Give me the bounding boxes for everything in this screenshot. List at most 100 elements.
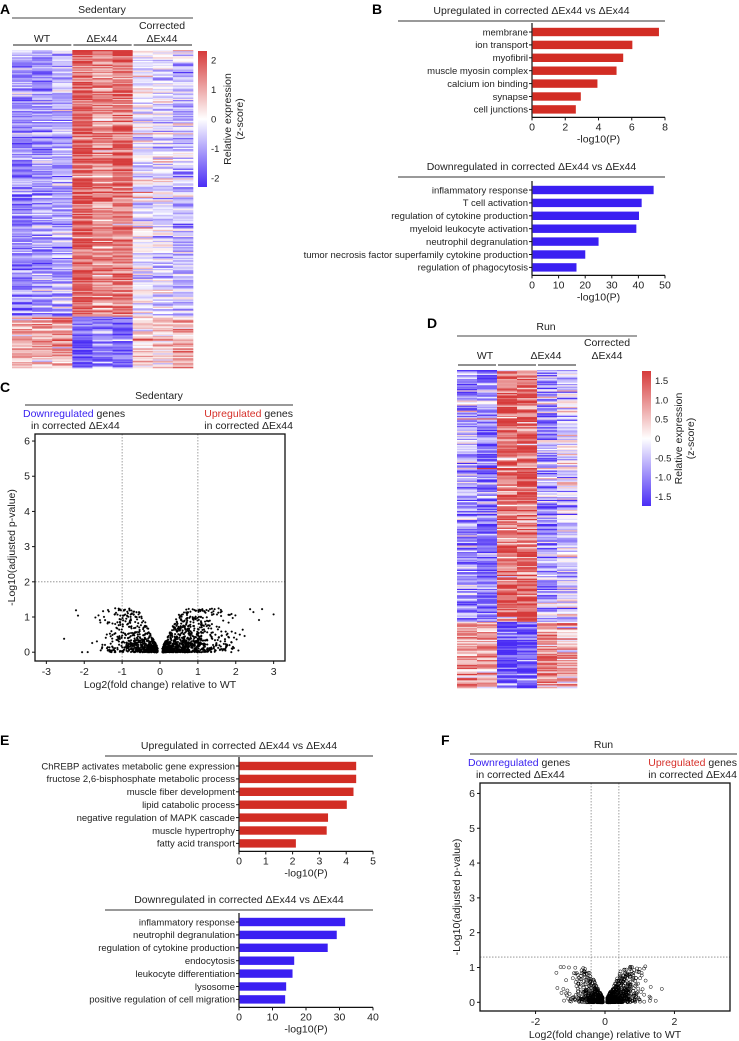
heatmap-cell [52, 87, 73, 90]
heatmap-cell [112, 355, 133, 358]
heatmap-cell [92, 275, 113, 277]
heatmap-cell [477, 380, 498, 382]
heatmap-cell [537, 497, 558, 499]
heatmap-cell [112, 103, 133, 106]
heatmap-cell [52, 358, 73, 360]
data-point [141, 651, 144, 654]
category-label: synapse [493, 92, 528, 103]
heatmap-cell [132, 177, 154, 179]
heatmap-cell [497, 380, 518, 382]
heatmap-cell [537, 517, 558, 520]
data-point [197, 628, 200, 631]
heatmap-cell [517, 460, 538, 462]
heatmap-cell [457, 415, 478, 418]
heatmap-cell [172, 300, 194, 303]
x-axis-label: Log2(fold change) relative to WT [84, 679, 237, 691]
heatmap-cell [152, 184, 174, 187]
heatmap-cell [52, 107, 73, 109]
data-point [192, 640, 195, 643]
heatmap-cell [537, 539, 558, 541]
heatmap-cell [72, 206, 93, 209]
heatmap-cell [152, 150, 174, 152]
heatmap-cell [152, 314, 174, 316]
heatmap-cell [557, 439, 578, 442]
heatmap-cell [12, 90, 33, 92]
heatmap-cell [517, 452, 538, 455]
x-tick-label: 0 [529, 121, 535, 133]
heatmap-cell [152, 141, 174, 144]
heatmap-cell [172, 92, 194, 95]
heatmap-cell [497, 408, 518, 410]
heatmap-cell [112, 86, 133, 89]
heatmap-cell [52, 240, 73, 243]
heatmap-cell [112, 316, 133, 319]
heatmap-cell [32, 128, 53, 130]
heatmap-cell [112, 171, 133, 173]
heatmap-cell [32, 63, 53, 65]
heatmap-cell [92, 323, 113, 326]
heatmap-cell [152, 286, 174, 288]
heatmap-cell [72, 166, 93, 168]
heatmap-cell [132, 286, 154, 288]
heatmap-cell [132, 140, 154, 143]
heatmap-cell [172, 215, 194, 217]
data-point [220, 634, 223, 637]
heatmap-cell [152, 199, 174, 201]
heatmap-cell [32, 80, 53, 83]
heatmap-cell [557, 507, 578, 509]
heatmap-cell [557, 490, 578, 493]
heatmap-cell [32, 56, 53, 58]
heatmap-cell [497, 513, 518, 516]
heatmap-cell [457, 418, 478, 420]
heatmap-cell [12, 179, 33, 182]
heatmap-cell [32, 363, 53, 365]
heatmap-cell [72, 344, 93, 347]
heatmap-cell [152, 74, 174, 76]
heatmap-cell [12, 65, 33, 68]
heatmap-cell [12, 206, 33, 209]
heatmap-cell [92, 298, 113, 300]
heatmap-cell [152, 347, 174, 349]
data-point [223, 638, 227, 641]
heatmap-cell [517, 399, 538, 401]
heatmap-cell [152, 304, 174, 306]
heatmap-cell [477, 512, 498, 515]
heatmap-cell [537, 437, 558, 439]
plot-title: Sedentary [135, 390, 184, 402]
heatmap-cell [52, 183, 73, 185]
heatmap-cell [477, 481, 498, 484]
data-point [191, 646, 194, 649]
heatmap-cell [172, 200, 194, 202]
annotation-downregulated: Downregulated genes [23, 408, 125, 420]
heatmap-cell [477, 422, 498, 424]
data-point [134, 646, 138, 649]
heatmap-cell [12, 105, 33, 107]
data-point [114, 622, 117, 626]
heatmap-cell [112, 80, 133, 83]
heatmap-cell [32, 161, 53, 163]
heatmap-cell [112, 67, 133, 69]
heatmap-cell [72, 338, 93, 341]
heatmap-cell [457, 535, 478, 537]
heatmap-cell [132, 348, 154, 350]
heatmap-cell [537, 436, 558, 438]
heatmap-cell [172, 259, 194, 261]
heatmap-cell [12, 178, 33, 180]
heatmap-cell [12, 248, 33, 250]
data-point [195, 633, 198, 636]
heatmap-cell [132, 130, 154, 133]
heatmap-cell [92, 226, 113, 228]
heatmap-cell [12, 161, 33, 163]
heatmap-cell [112, 215, 133, 217]
heatmap-cell [557, 425, 578, 428]
heatmap-cell [12, 205, 33, 207]
heatmap-cell [32, 97, 53, 100]
heatmap-cell [152, 123, 174, 125]
heatmap-cell [112, 249, 133, 251]
data-point [175, 624, 178, 627]
heatmap-cell [457, 429, 478, 432]
heatmap-cell [112, 317, 133, 320]
heatmap-cell [72, 332, 93, 335]
heatmap-cell [557, 504, 578, 507]
heatmap-cell [12, 107, 33, 109]
